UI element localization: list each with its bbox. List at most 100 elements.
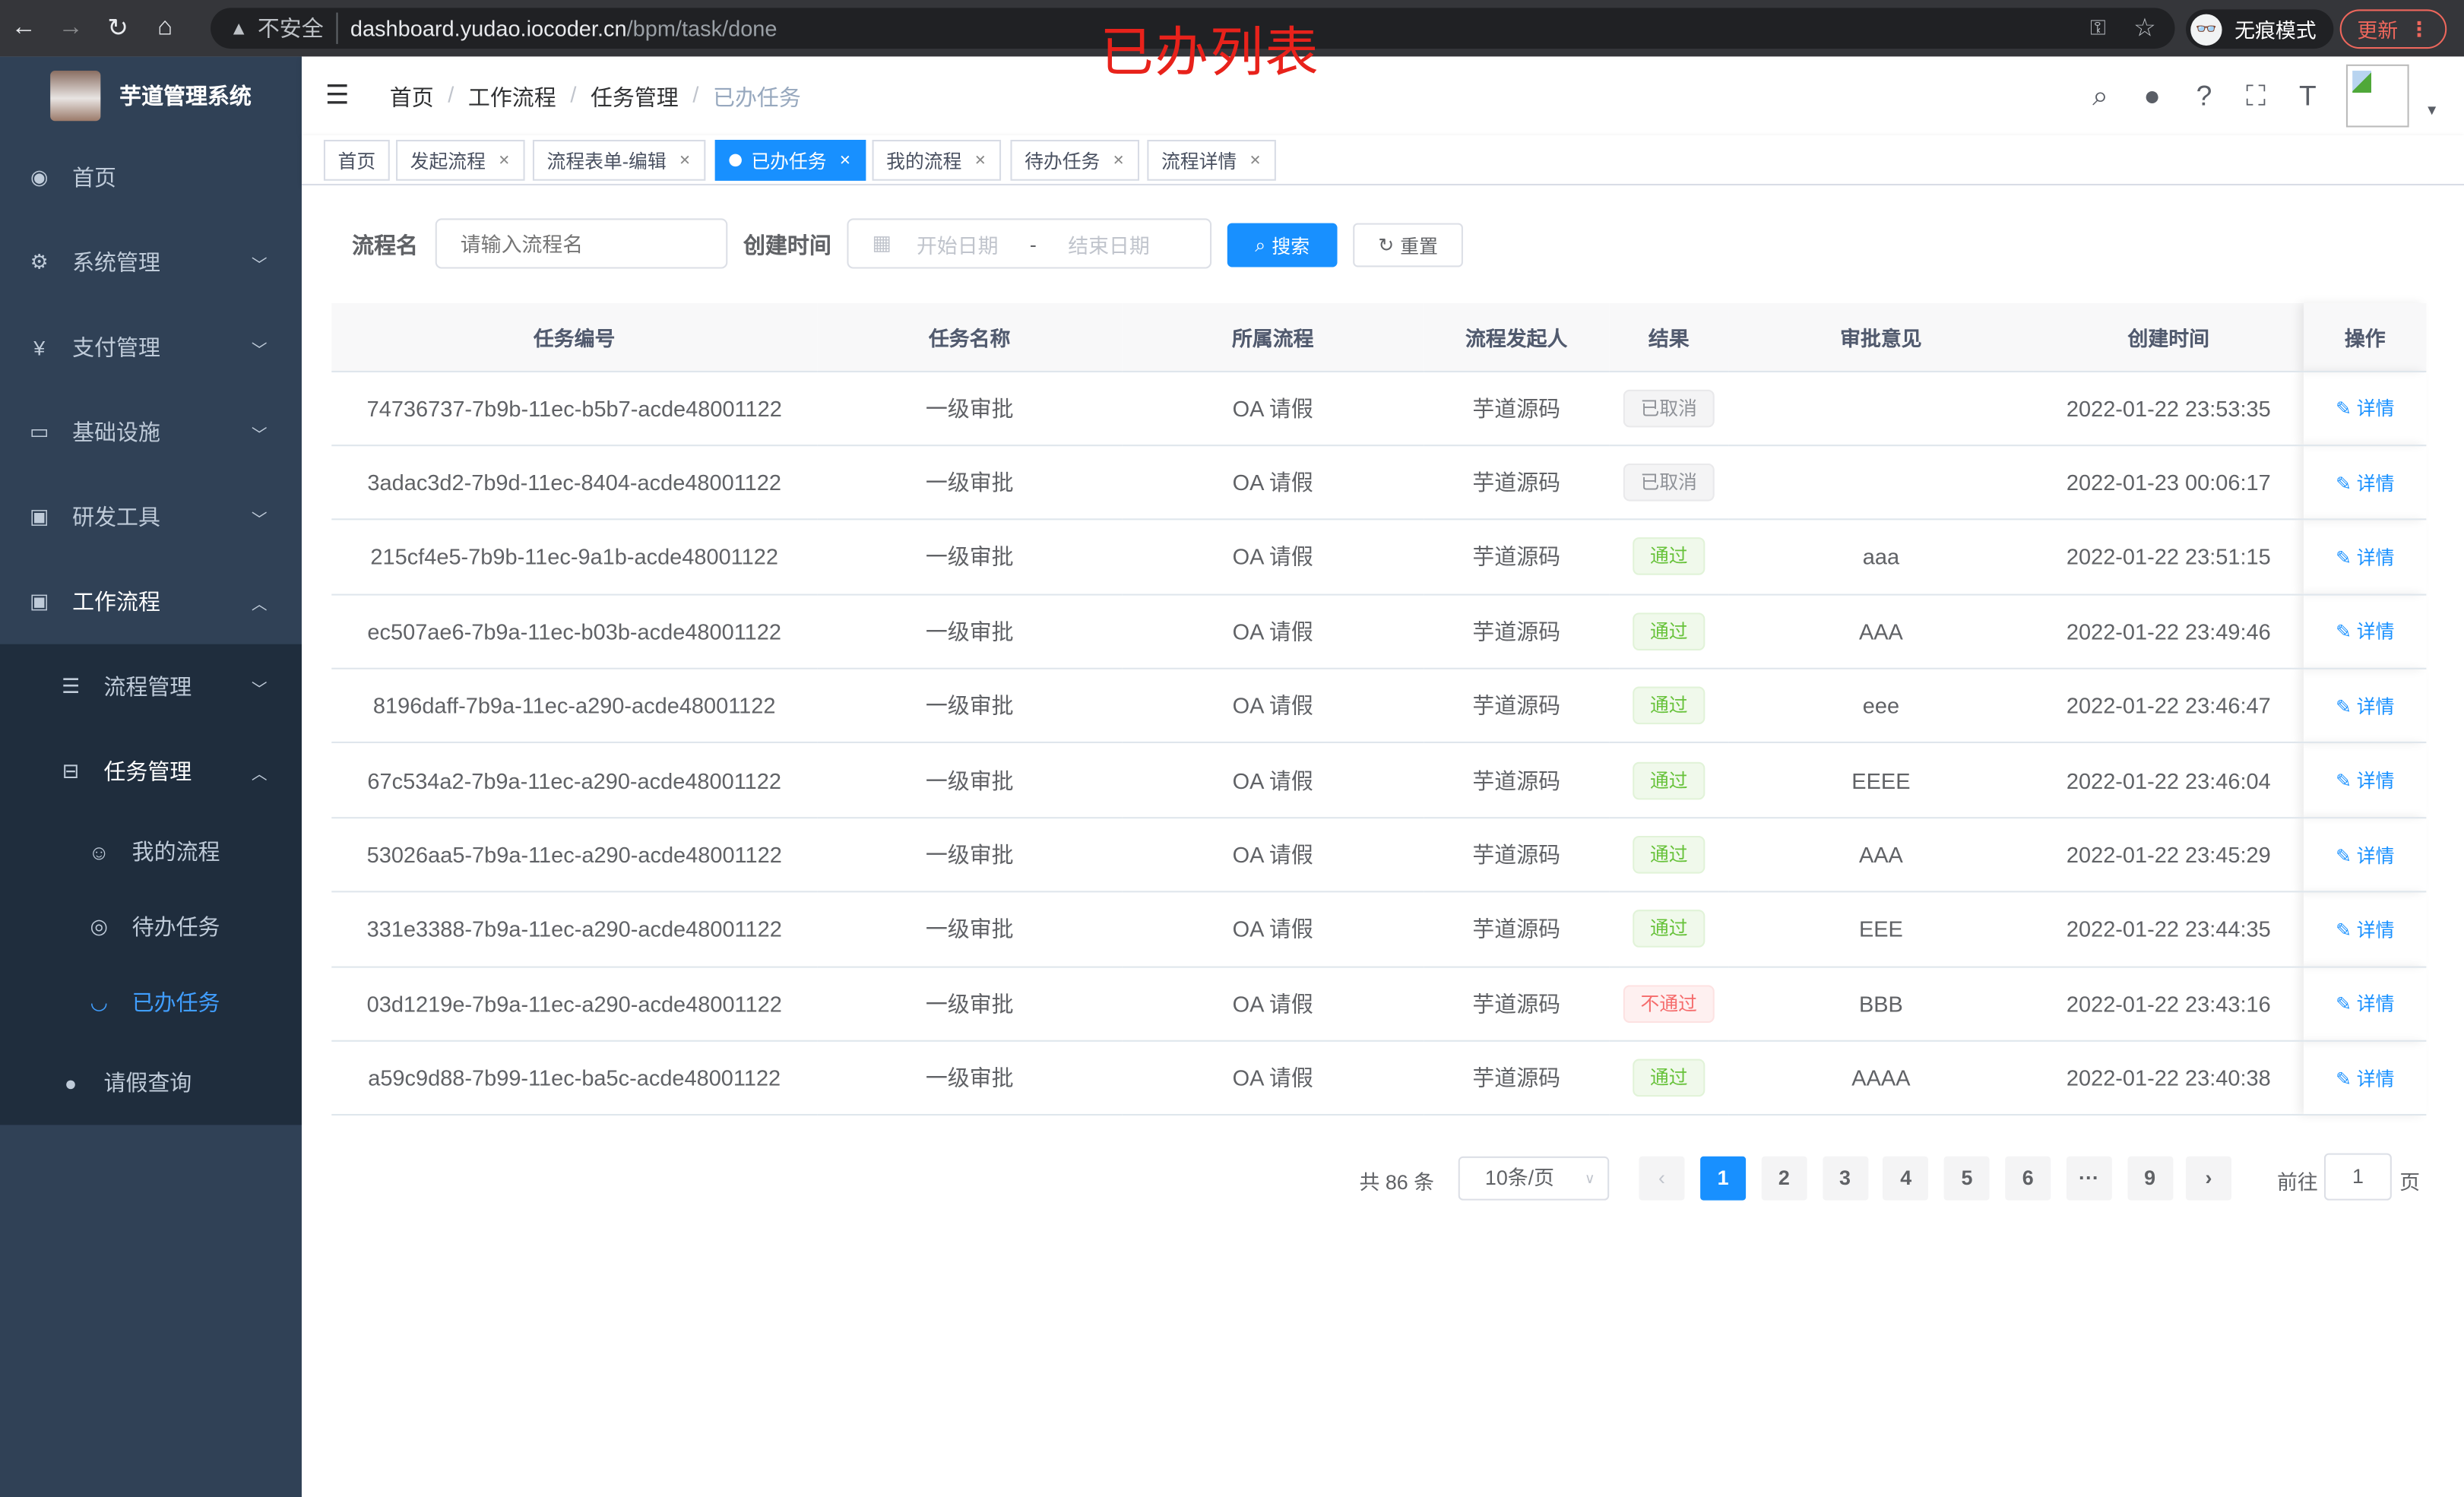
search-button[interactable]: ⌕ 搜索 xyxy=(1227,223,1338,267)
font-size-icon[interactable]: T xyxy=(2299,79,2317,111)
process-cell: OA 请假 xyxy=(1122,593,1424,669)
forward-icon[interactable]: → xyxy=(58,14,84,41)
home-icon[interactable]: ⌂ xyxy=(157,14,173,41)
breadcrumb-item[interactable]: 工作流程 xyxy=(467,84,556,110)
tag-form-edit[interactable]: 流程表单-编辑 ✕ xyxy=(532,140,705,181)
edit-icon: ✎ xyxy=(2336,770,2357,793)
create-time-cell: 2022-01-22 23:40:38 xyxy=(2033,1040,2304,1116)
sidebar-item-system[interactable]: ⚙ 系统管理 ﹀ xyxy=(0,220,302,305)
close-icon[interactable]: ✕ xyxy=(679,151,691,168)
sidebar-logo[interactable]: 芋道管理系统 xyxy=(0,56,302,135)
column-header: 审批意见 xyxy=(1728,303,2034,372)
close-icon[interactable]: ✕ xyxy=(1112,151,1125,168)
detail-link[interactable]: ✎ 详情 xyxy=(2336,472,2394,494)
avatar[interactable] xyxy=(2346,64,2409,128)
sidebar-item-todo[interactable]: ◎ 待办任务 xyxy=(0,889,302,964)
toolbox-icon: ▣ xyxy=(29,504,49,528)
page-button[interactable]: 2 xyxy=(1761,1156,1807,1201)
initiator-cell: 芋道源码 xyxy=(1424,742,1610,818)
table-row: 8196daff-7b9a-11ec-a290-acde48001122 一级审批… xyxy=(331,668,2427,744)
page-button[interactable]: 9 xyxy=(2127,1156,2173,1201)
detail-link[interactable]: ✎ 详情 xyxy=(2336,1068,2394,1090)
close-icon[interactable]: ✕ xyxy=(974,151,987,168)
page-size-select[interactable]: 10条/页 ∨ xyxy=(1458,1156,1610,1201)
dashboard-icon: ◉ xyxy=(30,165,49,189)
url-path: /bpm/task/done xyxy=(626,15,778,41)
help-icon[interactable]: ? xyxy=(2196,79,2212,111)
detail-link[interactable]: ✎ 详情 xyxy=(2336,770,2394,792)
detail-link[interactable]: ✎ 详情 xyxy=(2336,695,2394,717)
detail-link[interactable]: ✎ 详情 xyxy=(2336,993,2394,1015)
hamburger-icon[interactable]: ☰ xyxy=(325,80,350,110)
sidebar-item-my-process[interactable]: ☺ 我的流程 xyxy=(0,814,302,889)
breadcrumb-item[interactable]: 首页 xyxy=(389,84,434,110)
tag-todo[interactable]: 待办任务 ✕ xyxy=(1010,140,1139,181)
warning-icon: ▲ xyxy=(229,17,249,40)
key-icon[interactable]: ⚿ xyxy=(2090,15,2106,40)
sidebar: 芋道管理系统 ◉ 首页 ⚙ 系统管理 ﹀ ¥ 支付管理 ﹀ ▭ 基础设施 ﹀ ▣ 研发工具 ﹀ ▣… xyxy=(0,56,302,1497)
detail-link[interactable]: ✎ 详情 xyxy=(2336,546,2394,568)
result-tag: 通过 xyxy=(1633,836,1705,874)
close-icon[interactable]: ✕ xyxy=(839,151,851,168)
detail-link[interactable]: ✎ 详情 xyxy=(2336,919,2394,941)
tag-label: 流程表单-编辑 xyxy=(546,150,667,172)
tag-my-process[interactable]: 我的流程 ✕ xyxy=(872,140,1001,181)
update-button[interactable]: 更新 ⋮ xyxy=(2339,9,2447,49)
search-icon[interactable]: ⌕ xyxy=(2092,79,2108,111)
prev-page-button[interactable]: ‹ xyxy=(1639,1156,1685,1201)
sidebar-item-pay[interactable]: ¥ 支付管理 ﹀ xyxy=(0,305,302,390)
fullscreen-icon[interactable]: ⛶ xyxy=(2246,79,2266,111)
result-tag: 通过 xyxy=(1633,910,1705,948)
detail-link[interactable]: ✎ 详情 xyxy=(2336,621,2394,643)
sidebar-item-task-manage[interactable]: ⊟ 任务管理 ︿ xyxy=(0,729,302,814)
page-button[interactable]: 4 xyxy=(1883,1156,1929,1201)
page-button[interactable]: 6 xyxy=(2005,1156,2051,1201)
create-time-cell: 2022-01-22 23:45:29 xyxy=(2033,817,2304,893)
process-cell: OA 请假 xyxy=(1122,966,1424,1042)
sidebar-item-workflow[interactable]: ▣ 工作流程 ︿ xyxy=(0,559,302,644)
opinion-cell: BBB xyxy=(1728,966,2034,1042)
calendar-icon: ▦ xyxy=(872,230,892,255)
detail-link[interactable]: ✎ 详情 xyxy=(2336,397,2394,419)
sidebar-item-infra[interactable]: ▭ 基础设施 ﹀ xyxy=(0,390,302,475)
menu-label: 系统管理 xyxy=(72,249,160,275)
task-id-cell: 8196daff-7b9a-11ec-a290-acde48001122 xyxy=(331,668,818,744)
tag-label: 流程详情 xyxy=(1161,150,1237,172)
result-tag: 已取消 xyxy=(1623,389,1715,427)
detail-link[interactable]: ✎ 详情 xyxy=(2336,844,2394,866)
tag-start-process[interactable]: 发起流程 ✕ xyxy=(396,140,524,181)
page-button[interactable]: 3 xyxy=(1822,1156,1868,1201)
sidebar-item-leave[interactable]: ● 请假查询 xyxy=(0,1040,302,1125)
reload-icon[interactable]: ↻ xyxy=(107,15,128,43)
gear-icon: ⚙ xyxy=(30,249,49,274)
date-range-picker[interactable]: ▦ 开始日期 - 结束日期 xyxy=(847,218,1212,269)
sidebar-item-process-manage[interactable]: ☰ 流程管理 ﹀ xyxy=(0,644,302,730)
page-button[interactable]: 1 xyxy=(1700,1156,1747,1201)
reset-button[interactable]: ↻ 重置 xyxy=(1353,223,1463,267)
close-icon[interactable]: ✕ xyxy=(1249,151,1262,168)
star-icon[interactable]: ☆ xyxy=(2133,15,2156,43)
page-button[interactable]: 5 xyxy=(1944,1156,1990,1201)
next-page-button[interactable]: › xyxy=(2186,1156,2231,1201)
back-icon[interactable]: ← xyxy=(11,14,36,41)
incognito-badge[interactable]: 👓 无痕模式 xyxy=(2186,9,2334,49)
close-icon[interactable]: ✕ xyxy=(498,151,511,168)
github-icon[interactable]: ● xyxy=(2143,79,2161,111)
goto-page-input[interactable]: 1 xyxy=(2323,1153,2392,1201)
more-pages-button[interactable]: ··· xyxy=(2066,1156,2112,1201)
task-name-cell: 一级审批 xyxy=(817,1040,1123,1116)
sidebar-item-tools[interactable]: ▣ 研发工具 ﹀ xyxy=(0,474,302,559)
address-bar[interactable]: ▲ 不安全 dashboard.yudao.iocoder.cn/bpm/tas… xyxy=(211,8,2175,49)
end-date[interactable]: 结束日期 xyxy=(1068,233,1150,258)
sidebar-item-home[interactable]: ◉ 首页 xyxy=(0,135,302,220)
caret-down-icon[interactable]: ▼ xyxy=(2424,102,2439,119)
start-date[interactable]: 开始日期 xyxy=(917,233,999,258)
tag-done-tasks[interactable]: 已办任务 ✕ xyxy=(714,140,866,181)
update-label: 更新 xyxy=(2357,18,2399,43)
tag-home[interactable]: 首页 xyxy=(323,140,390,181)
result-tag: 通过 xyxy=(1633,538,1705,576)
breadcrumb-item[interactable]: 任务管理 xyxy=(590,84,679,110)
process-name-input[interactable] xyxy=(435,218,728,269)
tag-process-detail[interactable]: 流程详情 ✕ xyxy=(1147,140,1275,181)
sidebar-item-done[interactable]: ◡ 已办任务 xyxy=(0,965,302,1040)
